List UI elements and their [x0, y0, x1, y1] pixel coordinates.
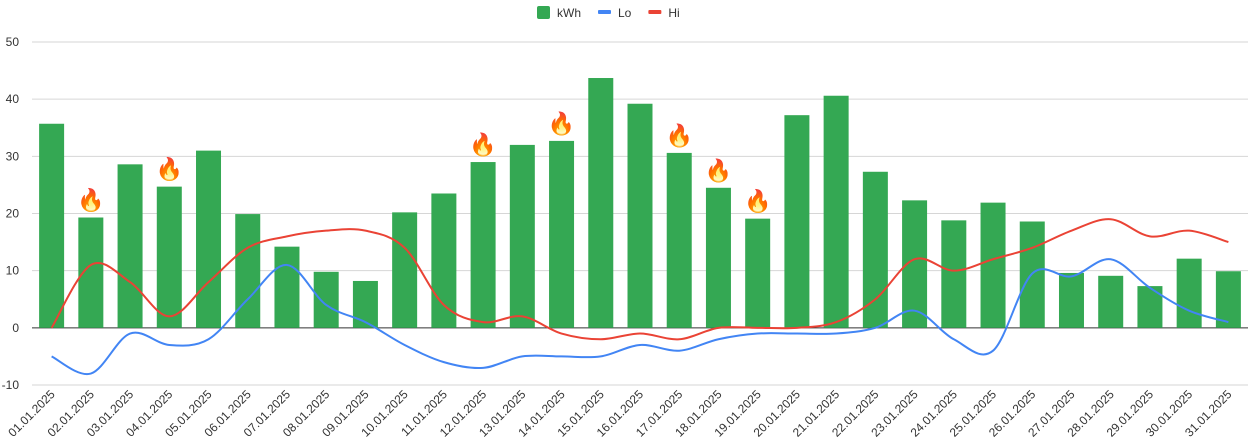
- bar-kwh: [392, 212, 418, 328]
- fire-icon: 🔥: [666, 123, 693, 149]
- bar-kwh: [941, 220, 967, 328]
- fire-icon: 🔥: [469, 132, 496, 158]
- bar-kwh: [235, 214, 261, 328]
- bar-kwh: [862, 171, 888, 328]
- bar-kwh: [1215, 271, 1241, 328]
- bar-kwh: [1098, 275, 1124, 328]
- legend-label: kWh: [557, 6, 581, 20]
- bar-series-kwh: [39, 78, 1241, 328]
- y-tick-label: 30: [6, 149, 20, 163]
- fire-icon: 🔥: [744, 189, 771, 215]
- bar-kwh: [980, 202, 1006, 328]
- bar-kwh: [156, 186, 182, 328]
- bar-kwh: [588, 78, 614, 328]
- y-tick-label: 0: [12, 321, 19, 335]
- y-tick-label: 20: [6, 207, 20, 221]
- legend-label: Hi: [668, 6, 679, 20]
- x-axis: 01.01.202502.01.202503.01.202504.01.2025…: [5, 387, 1234, 440]
- bar-kwh: [470, 162, 496, 328]
- bar-kwh: [627, 103, 653, 328]
- legend-swatch: [537, 6, 550, 19]
- legend-swatch: [648, 10, 662, 14]
- legend-item-kwh[interactable]: kWh: [537, 6, 581, 20]
- legend-item-hi[interactable]: Hi: [648, 6, 680, 20]
- bar-kwh: [549, 140, 575, 328]
- fire-icon: 🔥: [548, 111, 575, 137]
- bar-kwh: [352, 280, 378, 328]
- bar-kwh: [39, 123, 65, 328]
- legend-swatch: [598, 10, 611, 14]
- bar-kwh: [1058, 272, 1084, 328]
- bar-kwh: [784, 115, 810, 328]
- y-tick-label: -10: [2, 378, 20, 392]
- legend-label: Lo: [618, 6, 632, 20]
- fire-icon: 🔥: [77, 188, 104, 214]
- y-axis: 50 40 30 20 10 0 -10: [2, 35, 20, 392]
- y-tick-label: 10: [6, 264, 20, 278]
- bar-kwh: [705, 187, 731, 328]
- line-series: [50, 218, 1229, 376]
- legend: kWh Lo Hi: [537, 6, 680, 20]
- bar-kwh: [196, 150, 222, 328]
- bar-kwh: [666, 152, 692, 328]
- heating-markers: 🔥 🔥 🔥 🔥 🔥 🔥 🔥: [77, 111, 771, 215]
- bar-kwh: [274, 246, 300, 328]
- bar-kwh: [823, 95, 849, 328]
- bar-kwh: [117, 164, 143, 328]
- line-lo: [51, 258, 1229, 376]
- y-tick-label: 50: [6, 35, 20, 49]
- bar-kwh: [745, 218, 771, 328]
- bar-kwh: [1176, 258, 1202, 328]
- line-hi: [50, 218, 1229, 341]
- fire-icon: 🔥: [156, 157, 183, 183]
- fire-icon: 🔥: [705, 158, 732, 184]
- bar-kwh: [431, 193, 457, 328]
- bar-kwh: [313, 271, 339, 328]
- bar-kwh: [509, 144, 535, 328]
- y-tick-label: 40: [6, 92, 20, 106]
- legend-item-lo[interactable]: Lo: [598, 6, 632, 20]
